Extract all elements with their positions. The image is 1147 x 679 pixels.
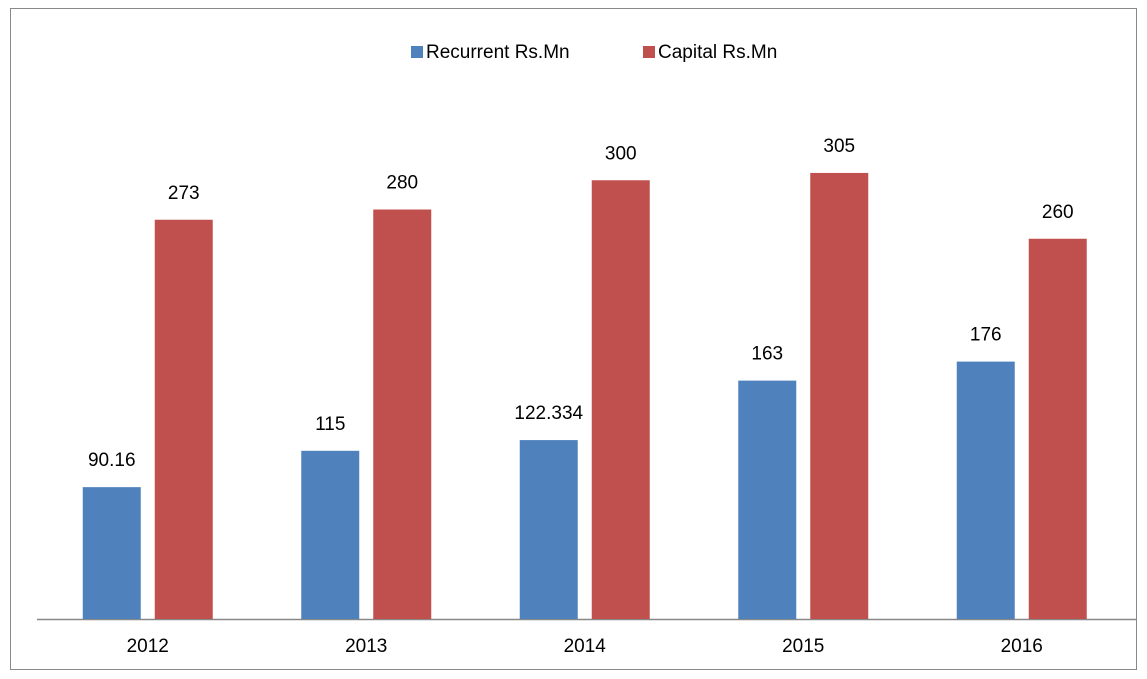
data-label: 176	[970, 325, 1002, 346]
bar	[1028, 238, 1087, 619]
x-tick-label: 2016	[1001, 636, 1043, 657]
bar	[519, 440, 578, 619]
data-label: 90.16	[88, 450, 136, 471]
bar	[810, 172, 869, 619]
bar	[301, 450, 360, 619]
data-label: 280	[386, 173, 418, 194]
data-label: 115	[315, 414, 345, 435]
legend-label: Recurrent Rs.Mn	[426, 42, 570, 63]
legend-swatch	[411, 46, 423, 58]
legend-label: Capital Rs.Mn	[658, 42, 777, 63]
x-tick-label: 2012	[127, 636, 169, 657]
data-label: 122.334	[514, 403, 583, 424]
bar	[956, 361, 1015, 619]
data-label: 273	[168, 183, 200, 204]
legend-swatch	[643, 46, 655, 58]
data-label: 163	[751, 344, 783, 365]
data-label: 260	[1042, 202, 1074, 223]
bar	[82, 487, 141, 619]
x-tick-label: 2013	[345, 636, 387, 657]
x-tick-label: 2014	[564, 636, 607, 657]
bar	[591, 180, 650, 619]
data-label: 305	[823, 136, 855, 157]
x-tick-label: 2015	[782, 636, 824, 657]
data-label: 300	[605, 143, 637, 164]
bar	[738, 380, 797, 619]
bar	[154, 219, 213, 620]
bar	[373, 209, 432, 619]
